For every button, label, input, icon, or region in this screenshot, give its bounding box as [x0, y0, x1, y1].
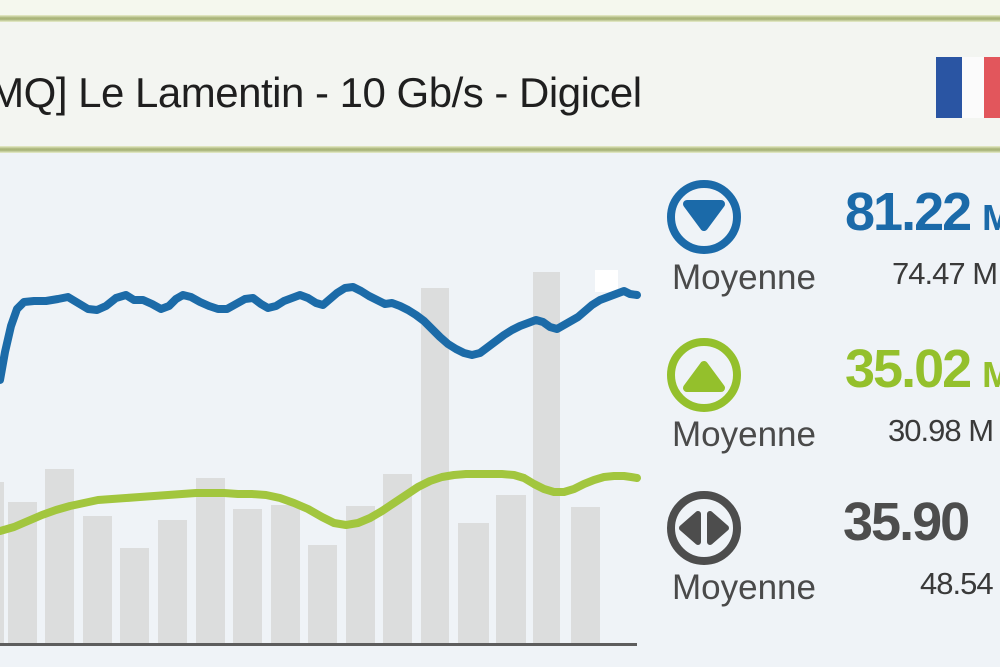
history-bar — [533, 272, 560, 643]
download-value: 81.22 — [845, 182, 972, 242]
history-chart[interactable] — [0, 155, 660, 660]
history-bar — [196, 478, 225, 643]
history-bar — [83, 516, 112, 643]
history-bar — [271, 505, 300, 643]
ping-avg-label: Moyenne — [672, 568, 816, 607]
download-value-row: 81.22 M — [845, 182, 1000, 242]
history-bar — [496, 495, 526, 643]
download-unit: M — [982, 197, 1000, 238]
ping-value: 35.90 — [843, 492, 970, 552]
history-bar — [45, 469, 74, 643]
download-line — [0, 283, 641, 384]
upload-arrow-circle-icon — [667, 338, 741, 412]
download-avg-label: Moyenne — [672, 258, 816, 297]
ping-value-row: 35.90 — [843, 492, 980, 552]
history-bar — [571, 507, 600, 643]
upload-avg-label: Moyenne — [672, 415, 816, 454]
history-bar — [158, 520, 187, 643]
history-bar — [120, 548, 149, 643]
history-bar — [308, 545, 337, 643]
ping-avg-value: 48.54 — [920, 566, 994, 601]
divider-top — [0, 15, 1000, 22]
divider-bottom — [0, 146, 1000, 153]
upload-value-row: 35.02 M — [845, 339, 1000, 399]
upload-unit: M — [982, 354, 1000, 395]
download-avg-value: 74.47 M — [892, 256, 998, 291]
history-bar — [458, 523, 489, 643]
latency-arrows-circle-icon — [667, 491, 741, 565]
upload-line — [0, 470, 641, 535]
page-title: [MQ] Le Lamentin - 10 Gb/s - Digicel — [0, 69, 642, 116]
france-flag-icon — [936, 57, 1000, 118]
flag-blue-stripe — [936, 57, 962, 118]
history-bar — [0, 482, 4, 643]
flag-white-stripe — [962, 57, 984, 118]
bar-highlight — [595, 270, 618, 292]
download-arrow-circle-icon — [667, 180, 741, 254]
upload-value: 35.02 — [845, 339, 972, 399]
upload-avg-value: 30.98 M — [888, 413, 994, 448]
history-bar — [421, 288, 449, 643]
top-strip — [0, 0, 1000, 15]
flag-red-stripe — [984, 57, 1000, 118]
history-bar — [346, 506, 375, 643]
history-bar — [233, 509, 262, 643]
header: [MQ] Le Lamentin - 10 Gb/s - Digicel — [0, 22, 1000, 146]
x-axis-line — [0, 643, 637, 646]
